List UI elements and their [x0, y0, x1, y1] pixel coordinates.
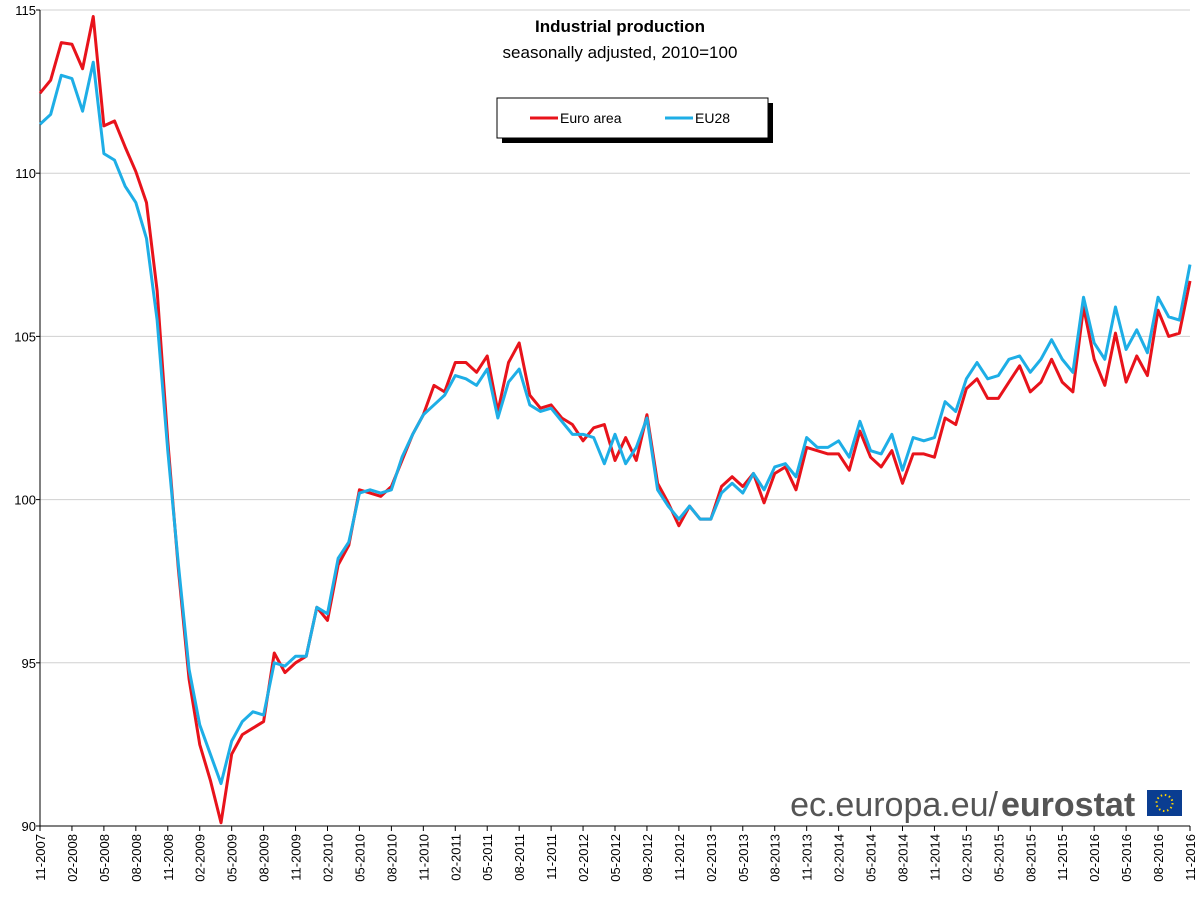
- x-tick-label: 02-2016: [1087, 834, 1102, 882]
- chart-subtitle: seasonally adjusted, 2010=100: [503, 43, 738, 62]
- x-tick-label: 08-2012: [640, 834, 655, 882]
- x-tick-label: 05-2010: [352, 834, 367, 882]
- y-tick-label: 105: [14, 329, 36, 344]
- x-tick-label: 02-2015: [959, 834, 974, 882]
- source-brand: eurostat: [1001, 786, 1135, 824]
- flag-stars: [1155, 794, 1174, 812]
- legend-items: Euro area EU28: [530, 110, 730, 126]
- x-tick-label: 11-2011: [544, 834, 559, 880]
- x-tick-label: 02-2008: [65, 834, 80, 882]
- x-tick-label: 08-2013: [768, 834, 783, 882]
- x-tick-label: 05-2009: [225, 834, 240, 882]
- x-tick-label: 11-2016: [1183, 834, 1198, 881]
- series-line: [38, 60, 1192, 786]
- series-line: [38, 15, 1192, 825]
- x-tick-label: 02-2009: [193, 834, 208, 882]
- x-tick-label: 05-2008: [97, 834, 112, 882]
- x-tick-label: 05-2015: [991, 834, 1006, 882]
- x-tick-label: 11-2007: [33, 834, 48, 881]
- legend-label: Euro area: [560, 110, 622, 126]
- legend-label: EU28: [695, 110, 730, 126]
- grid: [36, 9, 1191, 831]
- x-tick-label: 08-2016: [1151, 834, 1166, 882]
- x-tick-label: 05-2016: [1119, 834, 1134, 882]
- source-url: ec.europa.eu/: [790, 786, 998, 824]
- x-tick-label: 08-2015: [1023, 834, 1038, 882]
- y-tick-label: 115: [15, 3, 36, 18]
- y-tick-label: 90: [22, 819, 36, 834]
- x-tick-label: 02-2014: [832, 834, 847, 882]
- x-tick-label: 11-2009: [289, 834, 304, 881]
- y-tick-label: 110: [15, 166, 36, 181]
- x-tick-label: 11-2013: [800, 834, 815, 881]
- x-tick-label: 08-2014: [896, 834, 911, 882]
- x-tick-label: 02-2012: [576, 834, 591, 882]
- x-tick-label: 11-2015: [1055, 834, 1070, 881]
- flag: [1147, 790, 1182, 816]
- x-tick-label: 08-2009: [257, 834, 272, 882]
- y-tick-label: 95: [22, 656, 36, 671]
- x-tick-label: 11-2010: [416, 834, 431, 881]
- x-tick-label: 05-2014: [864, 834, 879, 882]
- x-tick-label: 05-2011: [480, 834, 495, 881]
- eu-flag: [1147, 790, 1182, 816]
- chart-title: Industrial production: [535, 17, 705, 36]
- y-tick-label: 100: [14, 493, 36, 508]
- x-tick-label: 05-2012: [608, 834, 623, 882]
- x-tick-label: 11-2008: [161, 834, 176, 881]
- x-tick-label: 05-2013: [736, 834, 751, 882]
- x-tick-label: 08-2008: [129, 834, 144, 882]
- x-tick-label: 08-2010: [384, 834, 399, 882]
- x-tick-label: 02-2010: [321, 834, 336, 882]
- x-tick-label: 11-2014: [927, 834, 942, 881]
- x-tick-label: 11-2012: [672, 834, 687, 881]
- x-tick-label: 08-2011: [512, 834, 527, 881]
- x-tick-label: 02-2011: [448, 834, 463, 881]
- x-tick-label: 02-2013: [704, 834, 719, 882]
